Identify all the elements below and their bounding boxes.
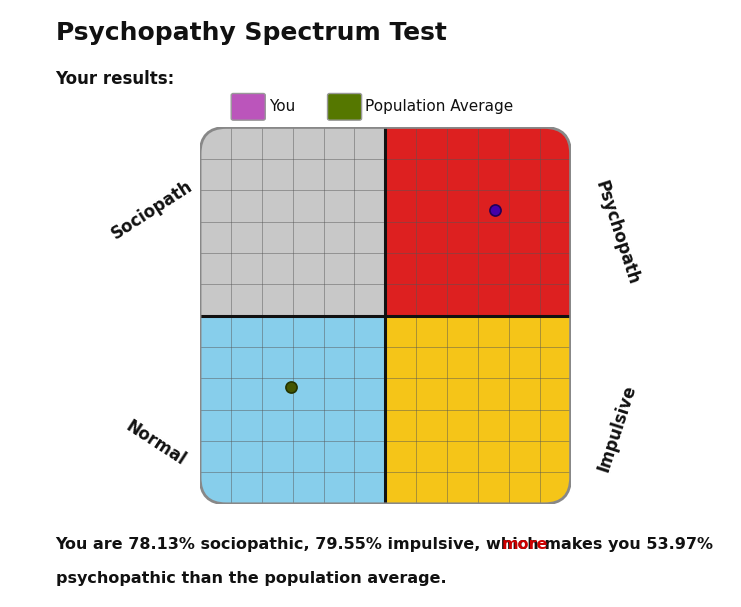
Text: Normal: Normal: [122, 418, 189, 470]
Text: You: You: [269, 99, 295, 114]
Text: You are 78.13% sociopathic, 79.55% impulsive, which makes you 53.97%: You are 78.13% sociopathic, 79.55% impul…: [56, 537, 720, 552]
Text: Sociopath: Sociopath: [108, 177, 196, 243]
Text: Psychopathy Spectrum Test: Psychopathy Spectrum Test: [56, 21, 446, 46]
Text: Your results:: Your results:: [56, 70, 175, 88]
Text: psychopathic than the population average.: psychopathic than the population average…: [56, 571, 446, 586]
Bar: [200, 316, 385, 504]
Text: Impulsive: Impulsive: [594, 383, 639, 474]
Text: more: more: [502, 537, 548, 552]
Text: Psychopath: Psychopath: [591, 178, 642, 287]
FancyBboxPatch shape: [200, 127, 571, 504]
Bar: [385, 127, 571, 316]
Bar: [385, 316, 571, 504]
Bar: [200, 127, 385, 316]
Text: Population Average: Population Average: [365, 99, 514, 114]
